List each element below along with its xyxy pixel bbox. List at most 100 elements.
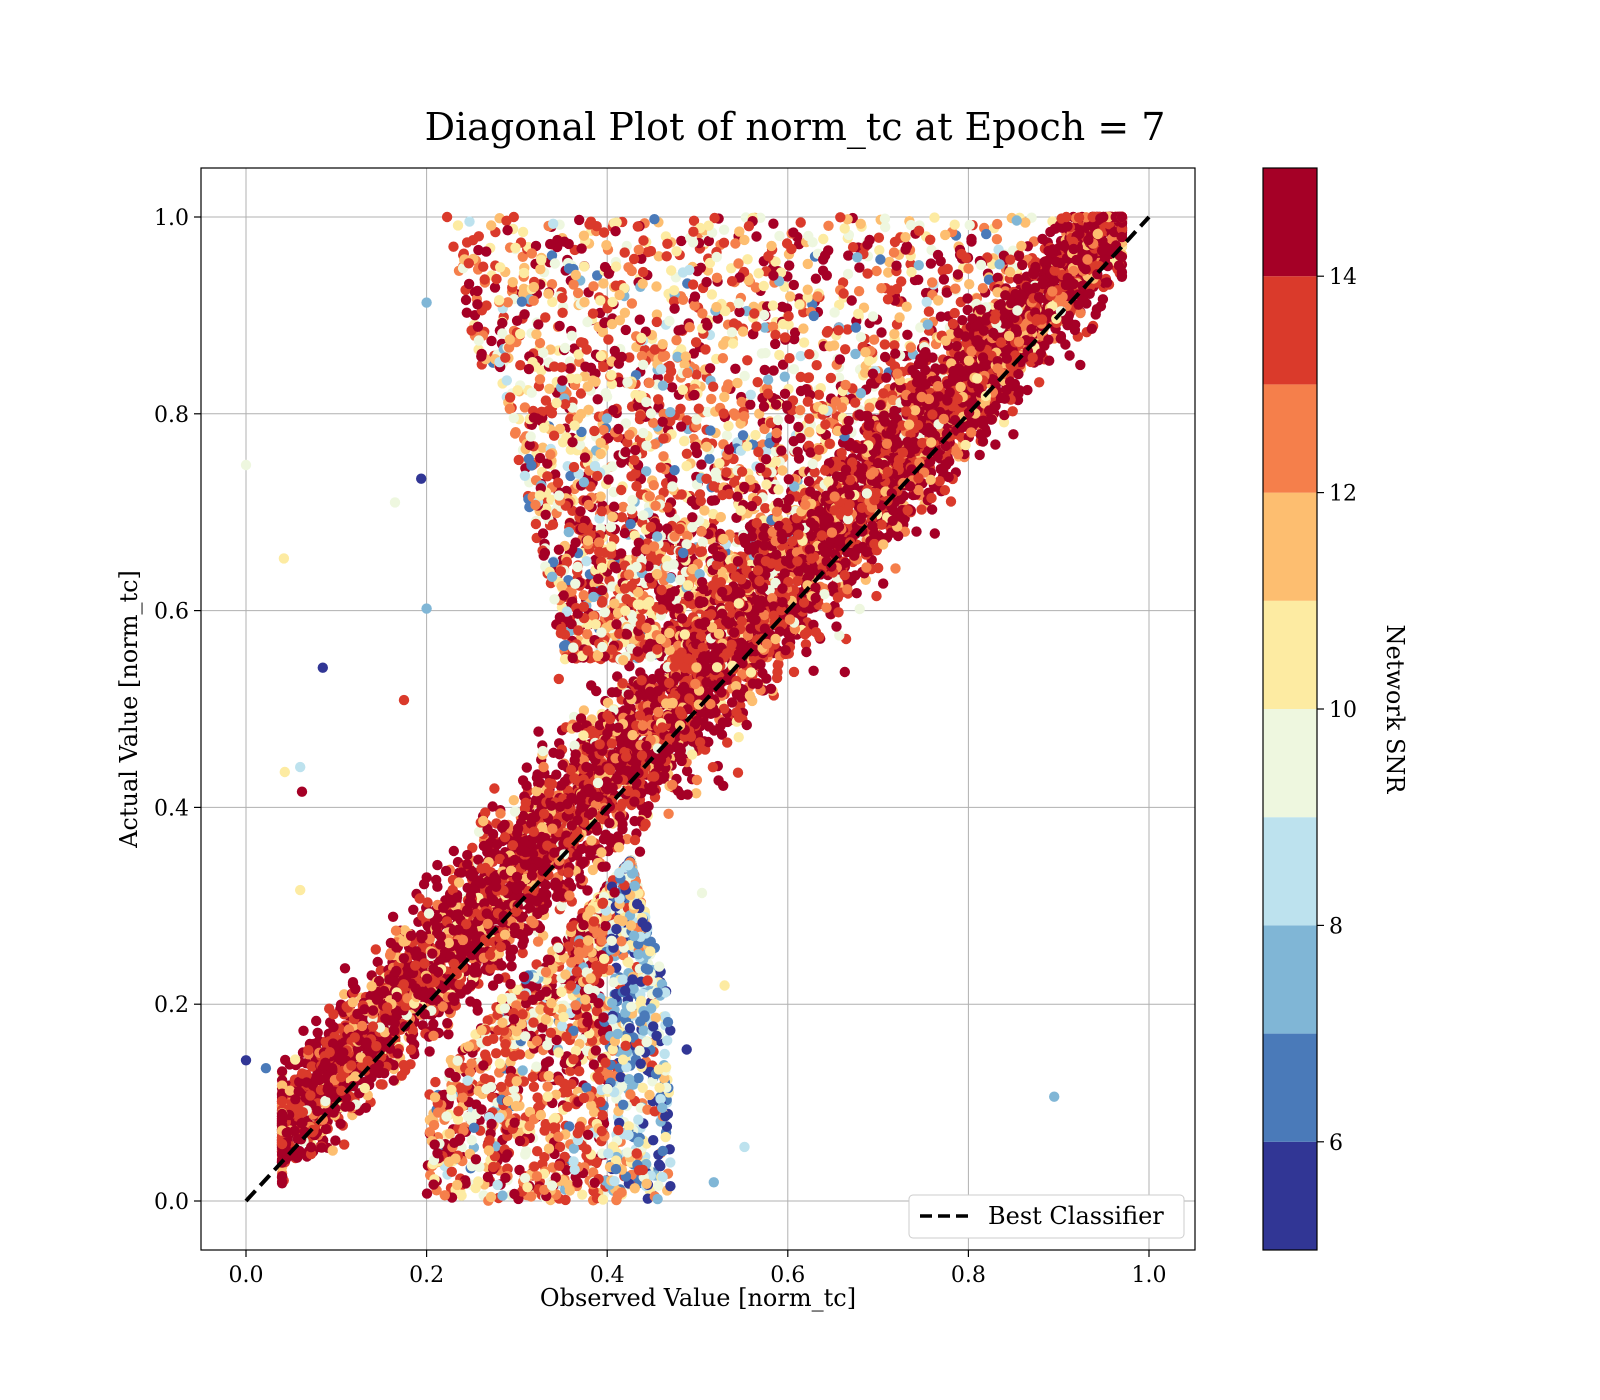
scatter-point: [708, 381, 719, 392]
scatter-point: [927, 277, 938, 288]
scatter-point: [626, 504, 637, 515]
scatter-point: [523, 363, 535, 375]
scatter-point: [653, 394, 664, 405]
scatter-point: [570, 578, 581, 589]
scatter-point: [534, 374, 546, 385]
scatter-point: [528, 295, 539, 306]
scatter-point: [888, 247, 900, 258]
scatter-point: [578, 919, 589, 931]
scatter-point: [529, 1161, 540, 1172]
scatter-point: [558, 590, 569, 601]
scatter-point: [638, 427, 649, 439]
scatter-point: [651, 568, 663, 580]
scatter-point: [781, 400, 793, 411]
scatter-point: [601, 240, 612, 251]
scatter-point: [597, 898, 608, 909]
scatter-point: [662, 523, 673, 534]
scatter-point: [633, 1072, 644, 1084]
scatter-point: [675, 403, 686, 414]
scatter-point: [727, 338, 739, 349]
scatter-point: [621, 629, 633, 640]
scatter-point: [553, 1131, 564, 1143]
scatter-point: [597, 1194, 609, 1205]
scatter-point: [504, 334, 515, 345]
scatter-point: [595, 295, 606, 306]
scatter-point: [808, 665, 819, 676]
scatter-point: [644, 377, 655, 389]
scatter-point: [566, 330, 578, 341]
scatter-point: [429, 1092, 441, 1103]
scatter-point: [527, 1071, 538, 1083]
scatter-point: [594, 546, 605, 558]
scatter-point: [950, 283, 961, 294]
scatter-point: [1016, 240, 1027, 252]
scatter-point: [555, 628, 567, 639]
scatter-point: [795, 371, 806, 383]
scatter-point: [484, 1135, 495, 1146]
scatter-point: [648, 1135, 659, 1146]
scatter-point: [486, 335, 497, 347]
scatter-point: [596, 935, 608, 946]
scatter-point: [620, 324, 631, 336]
scatter-point: [542, 1040, 553, 1051]
scatter-point: [519, 402, 531, 413]
scatter-point: [580, 361, 591, 372]
scatter-point: [473, 335, 484, 346]
scatter-point: [641, 599, 652, 610]
scatter-point: [627, 974, 638, 985]
scatter-point: [617, 974, 628, 985]
scatter-point: [868, 334, 880, 345]
scatter-point: [717, 489, 728, 501]
scatter-point: [825, 372, 837, 384]
scatter-point: [739, 234, 750, 246]
scatter-point: [964, 219, 975, 231]
scatter-point: [852, 252, 863, 263]
scatter-point: [460, 294, 472, 306]
scatter-point: [810, 273, 822, 284]
scatter-point: [629, 880, 640, 892]
scatter-point: [573, 625, 584, 636]
scatter-point: [564, 1185, 575, 1196]
scatter-point: [568, 461, 580, 473]
scatter-point: [494, 1058, 505, 1069]
scatter-point: [596, 506, 607, 517]
scatter-point: [876, 283, 887, 294]
scatter-point: [538, 347, 549, 358]
scatter-point: [522, 1182, 533, 1193]
scatter-point: [579, 452, 591, 463]
scatter-point: [636, 350, 648, 362]
scatter-point: [582, 1129, 594, 1141]
scatter-point: [645, 946, 656, 957]
scatter-point: [559, 342, 571, 354]
scatter-point: [774, 230, 785, 242]
scatter-point: [625, 1089, 636, 1100]
scatter-point: [804, 413, 815, 424]
scatter-point: [528, 1017, 539, 1028]
scatter-point: [696, 526, 707, 537]
scatter-point: [424, 1127, 436, 1138]
scatter-point: [556, 986, 567, 998]
scatter-point: [636, 332, 647, 344]
scatter-point: [749, 308, 760, 319]
scatter-point: [682, 367, 693, 379]
scatter-point: [548, 218, 559, 229]
scatter-point: [770, 399, 782, 410]
scatter-point: [585, 905, 596, 916]
scatter-point: [598, 227, 610, 238]
scatter-point: [621, 593, 632, 605]
scatter-point: [546, 408, 558, 419]
scatter-point: [457, 1092, 468, 1103]
scatter-point: [453, 1106, 464, 1117]
scatter-point: [822, 325, 834, 337]
scatter-point: [631, 561, 642, 573]
scatter-point: [662, 1016, 674, 1028]
scatter-point: [879, 339, 890, 350]
scatter-point: [855, 218, 866, 229]
scatter-point: [625, 920, 637, 931]
scatter-point: [567, 652, 578, 664]
scatter-point: [482, 1171, 494, 1183]
scatter-point: [537, 528, 549, 539]
scatter-point: [581, 1144, 592, 1155]
scatter-point: [922, 319, 933, 330]
scatter-point: [535, 1109, 547, 1121]
